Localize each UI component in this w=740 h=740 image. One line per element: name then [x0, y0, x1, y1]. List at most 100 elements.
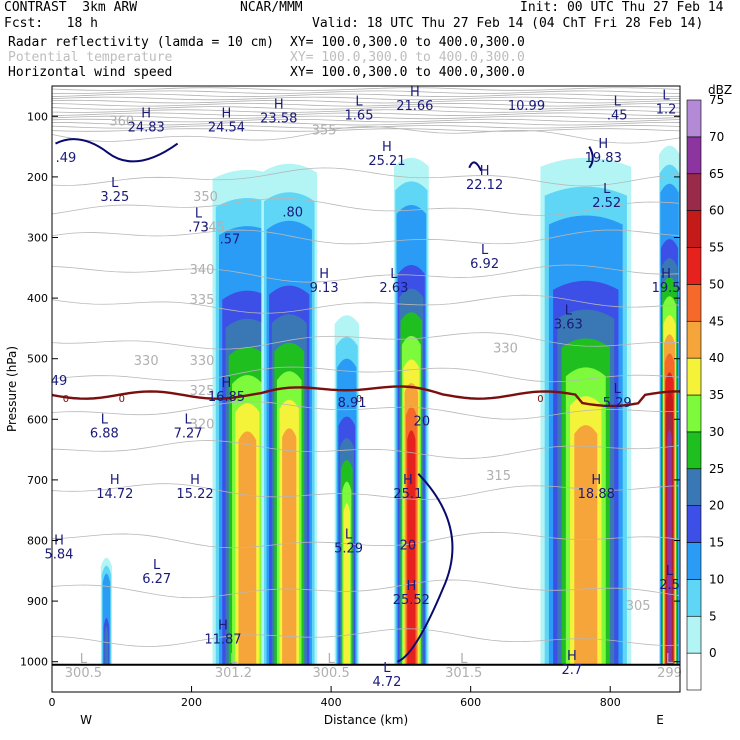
forecast-hour: Fcst: 18 h: [4, 16, 98, 31]
stratosphere-theta-line: [52, 93, 680, 98]
field1-xy: XY= 100.0,300.0 to 400.0,300.0: [290, 35, 525, 50]
reflectivity-band-tower-55: [407, 430, 416, 665]
field2-xy: XY= 100.0,300.0 to 400.0,300.0: [290, 50, 525, 65]
wind-speed-value: 23.58: [260, 111, 297, 126]
surface-theta-value: 301.5: [445, 666, 482, 681]
colorbar-swatch: [686, 431, 702, 470]
wind-speed-value: 7.27: [174, 426, 203, 441]
colorbar-label: 10: [709, 572, 724, 586]
wind-speed-value: 21.66: [396, 99, 433, 114]
colorbar-swatch: [686, 542, 702, 580]
colorbar-label: 35: [709, 388, 724, 402]
wind-high-marker: H: [406, 579, 416, 594]
colorbar-label: 55: [709, 241, 724, 255]
reflectivity-band-right-anvil-45: [574, 425, 598, 665]
wind-speed-value: 18.88: [578, 487, 615, 502]
wind-speed-value: 4.72: [372, 675, 401, 690]
wind-speed-value: 49: [51, 374, 68, 389]
wind-speed-contour: [55, 138, 179, 163]
stratosphere-theta-line: [52, 106, 680, 110]
wind-high-marker: H: [218, 619, 228, 634]
colorbar-label: 40: [709, 351, 724, 365]
wind-high-marker: H: [591, 473, 601, 488]
colorbar-unit: dBZ: [708, 83, 732, 97]
colorbar-swatch: [686, 320, 702, 359]
surface-theta-value: 300.5: [313, 666, 350, 681]
wind-high-marker: H: [480, 164, 490, 179]
wind-low-marker: L: [614, 94, 622, 109]
freezing-level-label: 0: [119, 394, 125, 405]
wind-low-marker: L: [614, 382, 622, 397]
wind-high-marker: H: [110, 473, 120, 488]
wind-speed-value: 5.29: [334, 542, 363, 557]
wind-high-marker: H: [190, 473, 200, 488]
x-tick-label: 200: [181, 696, 202, 709]
colorbar-label: 30: [709, 425, 724, 439]
colorbar-label: 20: [709, 499, 724, 513]
colorbar-label: 0: [709, 646, 717, 660]
y-tick-label: 500: [27, 353, 48, 366]
surface-theta-marker: L: [460, 652, 468, 667]
y-tick-label: 800: [27, 535, 48, 548]
stratosphere-theta-line: [52, 112, 680, 116]
theta-contour-line: [52, 531, 680, 549]
theta-contour-label: 335: [190, 293, 215, 308]
model-name: CONTRAST 3km ARW: [4, 0, 138, 15]
wind-low-marker: L: [184, 412, 192, 427]
theta-contour-line: [52, 126, 680, 144]
wind-low-marker: L: [565, 303, 573, 318]
theta-contour-label: 350: [193, 190, 218, 205]
wind-speed-value: 8.91: [338, 396, 367, 411]
colorbar-label: 65: [709, 167, 724, 181]
stratosphere-theta-line: [52, 96, 680, 101]
theta-contour-line: [52, 483, 680, 500]
wind-speed-value: 24.54: [208, 120, 245, 135]
colorbar-swatch: [686, 173, 702, 211]
stratosphere-theta-line: [52, 99, 680, 104]
surface-theta-value: 300.5: [65, 666, 102, 681]
wind-speed-value: .45: [607, 108, 628, 123]
theta-contour-line: [52, 167, 680, 187]
stratosphere-theta-line: [52, 125, 680, 129]
surface-theta-marker: L: [80, 652, 88, 667]
wind-low-marker: L: [603, 182, 611, 197]
wind-speed-value: 2.5: [659, 578, 680, 593]
wind-speed-value: 19.83: [585, 151, 622, 166]
wind-speed-value: 19.5: [652, 281, 681, 296]
colorbar-label: 50: [709, 277, 724, 291]
theta-contour-line: [52, 366, 680, 383]
wind-speed-contour: [396, 473, 454, 663]
wind-high-marker: H: [222, 106, 232, 121]
wind-low-marker: L: [153, 558, 161, 573]
wind-speed-value: 9.13: [310, 281, 339, 296]
y-tick-label: 200: [27, 171, 48, 184]
theta-contour-label: 325: [190, 384, 215, 399]
wind-speed-value: 20: [400, 539, 417, 554]
wind-speed-value: 1.65: [345, 108, 374, 123]
theta-contour-label: 320: [190, 417, 215, 432]
theta-contour-label: 330: [134, 354, 159, 369]
east-endpoint: E: [656, 713, 664, 727]
wind-speed-value: 11.87: [204, 633, 241, 648]
wind-high-marker: H: [141, 106, 151, 121]
y-tick-label: 1000: [20, 656, 48, 669]
west-endpoint: W: [80, 713, 92, 727]
wind-speed-contour: [468, 161, 483, 172]
wind-speed-value: 3.63: [554, 317, 583, 332]
theta-contour-line: [52, 332, 680, 350]
x-tick-label: 0: [49, 696, 56, 709]
wind-low-marker: L: [111, 176, 119, 191]
theta-contour-label: 330: [190, 354, 215, 369]
wind-low-marker: L: [481, 243, 489, 258]
x-tick-label: 400: [321, 696, 342, 709]
stratosphere-theta-line: [52, 118, 680, 123]
x-tick-label: 600: [460, 696, 481, 709]
surface-theta-value: 299: [657, 666, 682, 681]
theta-contour-line: [52, 579, 680, 599]
stratosphere-theta-line: [52, 87, 680, 91]
y-axis-label: Pressure (hPa): [5, 346, 19, 432]
wind-speed-value: 16.85: [208, 390, 245, 405]
wind-high-marker: H: [319, 267, 329, 282]
theta-contour-label: 345: [200, 220, 225, 235]
